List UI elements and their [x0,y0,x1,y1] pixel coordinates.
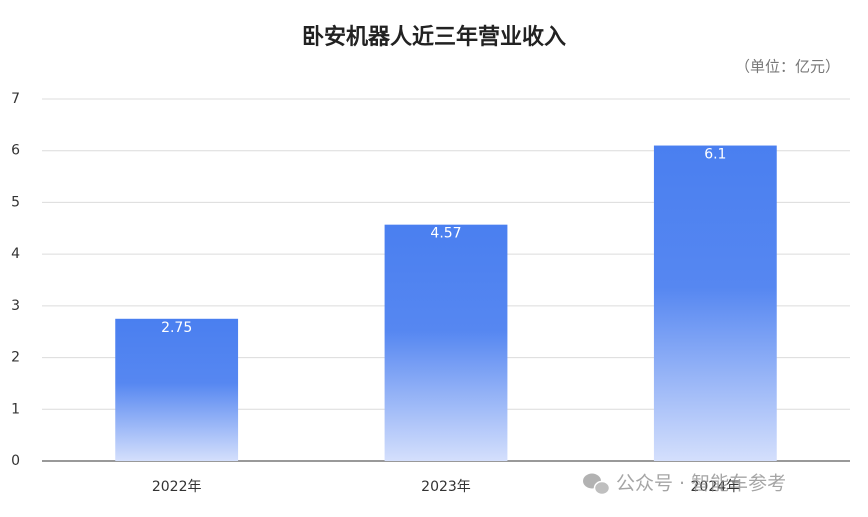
data-label: 6.1 [704,147,726,163]
unit-label: （单位：亿元） [735,58,840,76]
bar [384,224,508,461]
y-tick-label: 5 [11,194,20,210]
x-tick-label: 2023年 [421,479,471,495]
y-tick-label: 6 [11,143,20,159]
watermark-text: 公众号 · 智能车参考 [616,473,786,495]
y-tick-label: 4 [11,246,20,262]
y-tick-label: 3 [11,298,20,314]
y-tick-label: 0 [11,453,20,469]
data-label: 4.57 [430,226,461,242]
watermark-icon [593,480,611,496]
y-tick-label: 2 [11,350,20,366]
data-label: 2.75 [161,320,192,336]
y-tick-label: 1 [11,401,20,417]
bar [115,318,239,461]
x-tick-label: 2022年 [152,479,202,495]
bar [653,145,777,462]
chart-title: 卧安机器人近三年营业收入 [302,24,566,50]
watermark: 公众号 · 智能车参考 [583,473,786,496]
x-tick-label: 2024年 [691,479,741,495]
y-tick-label: 7 [11,91,20,107]
